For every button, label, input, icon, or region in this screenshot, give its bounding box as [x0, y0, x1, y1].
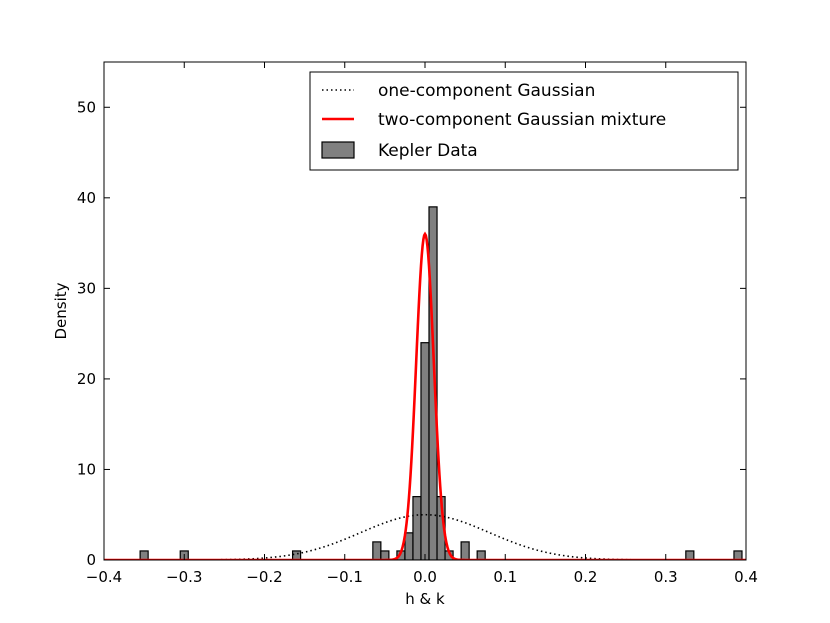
x-tick-label: −0.2 — [246, 568, 282, 586]
histogram-bar — [380, 550, 390, 560]
histogram-bar — [733, 550, 743, 560]
fit-curves — [104, 231, 746, 560]
legend-frame — [309, 71, 739, 171]
histogram-bar — [404, 532, 414, 560]
legend-label: two-component Gaussian mixture — [378, 110, 666, 130]
histogram-bar — [291, 550, 302, 560]
histogram-bar — [139, 550, 149, 560]
x-tick-label: 0.4 — [734, 568, 758, 586]
y-tick-label: 40 — [77, 189, 96, 207]
histogram-bar — [685, 550, 695, 560]
x-tick-label: 0.3 — [654, 568, 678, 586]
legend-label: Kepler Data — [378, 141, 478, 161]
x-tick-label: −0.1 — [327, 568, 363, 586]
x-tick-label: −0.3 — [166, 568, 202, 586]
y-axis-label: Density — [52, 282, 70, 339]
plot-frame — [103, 61, 747, 561]
x-tick-label: 0.2 — [574, 568, 598, 586]
histogram-bar — [476, 550, 486, 560]
two-component-mixture-curve — [104, 231, 746, 560]
legend-swatch-patch — [321, 141, 355, 159]
x-axis-label: h & k — [405, 590, 445, 608]
histogram-bar — [412, 496, 422, 560]
y-tick-label: 50 — [77, 98, 96, 116]
legend-label: one-component Gaussian — [378, 81, 595, 101]
y-tick-label: 20 — [77, 370, 96, 388]
x-tick-label: 0.1 — [493, 568, 517, 586]
y-tick-label: 30 — [77, 279, 96, 297]
tick-labels: −0.4 −0.3 −0.2 −0.1 0.0 0.1 0.2 0.3 0.4 0 10 20 30 40… — [77, 98, 758, 586]
histogram-bar — [460, 541, 470, 560]
y-tick-label: 0 — [86, 551, 96, 569]
y-tick-label: 10 — [77, 460, 96, 478]
x-tick-label: −0.4 — [86, 568, 122, 586]
histogram-bar — [420, 342, 430, 560]
legend: one-component Gaussian two-component Gaus… — [309, 71, 739, 171]
histogram-bar — [372, 541, 382, 560]
x-tick-label: 0.0 — [413, 568, 437, 586]
